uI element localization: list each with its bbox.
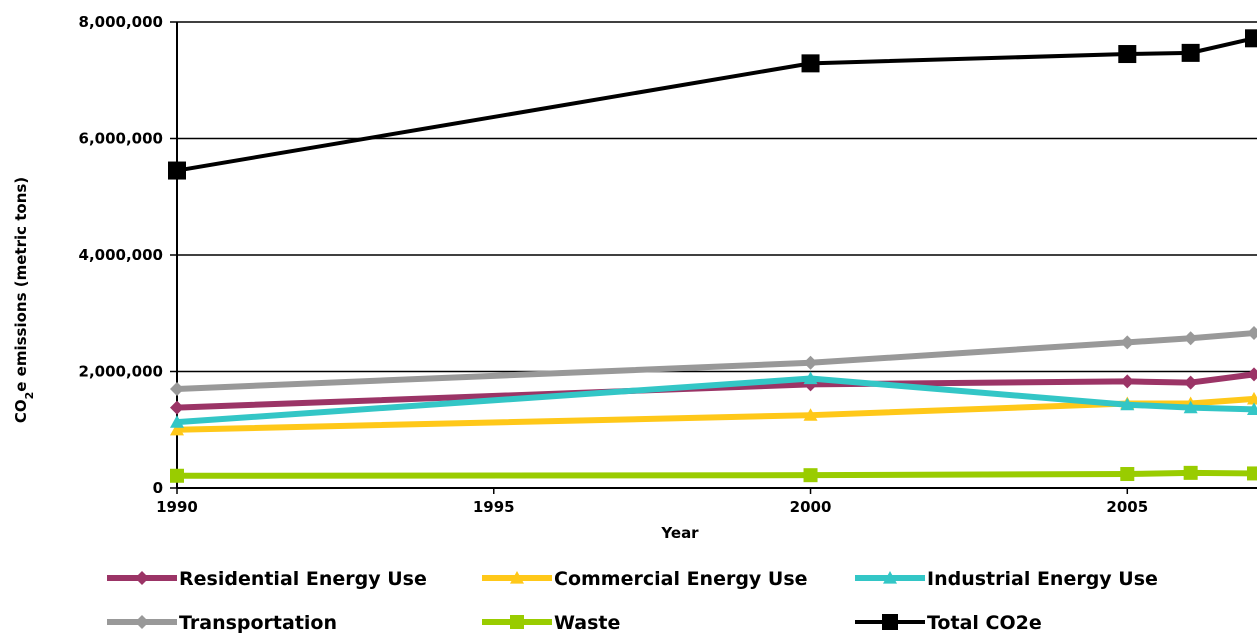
- data-point: [168, 161, 186, 180]
- legend-item: Transportation: [107, 612, 337, 634]
- x-tick-labels: 1990 1995 2000 2005: [156, 488, 1148, 516]
- x-axis-title: Year: [660, 524, 699, 542]
- y-tick-label: 4,000,000: [79, 246, 163, 264]
- legend-item: Residential Energy Use: [107, 568, 427, 590]
- series-line: [176, 36, 1255, 173]
- data-point: [1247, 466, 1257, 481]
- x-tick-label: 1995: [473, 498, 515, 516]
- legend-label: Transportation: [179, 612, 337, 634]
- legend-label: Industrial Energy Use: [927, 568, 1158, 590]
- data-point: [801, 54, 820, 73]
- data-point: [1245, 29, 1257, 48]
- legend-item: Commercial Energy Use: [482, 568, 808, 590]
- y-tick-label: 8,000,000: [79, 13, 163, 31]
- y-axis-title-pre: CO: [12, 399, 30, 423]
- series-total-co2e: [168, 29, 1257, 180]
- series-waste: [170, 465, 1257, 483]
- y-tick-labels: 0 2,000,000 4,000,000 6,000,000 8,000,000: [79, 13, 163, 497]
- data-point: [170, 415, 184, 428]
- legend-item: Waste: [482, 612, 620, 634]
- legend-swatch-marker: [883, 571, 897, 584]
- data-point: [1247, 391, 1257, 405]
- legend-swatch-marker: [135, 615, 149, 629]
- data-point: [1120, 397, 1135, 411]
- data-point: [170, 468, 184, 483]
- legend-item: Industrial Energy Use: [855, 568, 1158, 590]
- legend-swatch-marker: [510, 615, 524, 629]
- data-point: [803, 355, 818, 370]
- x-tick-label: 2005: [1106, 498, 1148, 516]
- data-point: [1118, 45, 1137, 64]
- x-tick-label: 1990: [156, 498, 198, 516]
- legend-swatch-marker: [135, 571, 149, 585]
- series-industrial-energy-use: [170, 371, 1257, 428]
- data-point: [1183, 331, 1198, 346]
- data-point: [1181, 43, 1200, 62]
- data-point: [1247, 402, 1257, 415]
- data-point: [170, 400, 184, 415]
- y-axis-title-sub: 2: [23, 392, 36, 400]
- data-point: [1247, 367, 1257, 382]
- legend-label: Commercial Energy Use: [554, 568, 808, 590]
- legend: Residential Energy Use Commercial Energy …: [107, 568, 1158, 634]
- data-point: [1120, 374, 1135, 389]
- x-tick-label: 2000: [790, 498, 832, 516]
- legend-swatch-marker: [882, 614, 898, 630]
- y-tick-label: 2,000,000: [79, 363, 163, 381]
- legend-label: Residential Energy Use: [179, 568, 427, 590]
- series-line: [176, 469, 1255, 479]
- data-point: [1120, 335, 1135, 350]
- legend-label: Total CO2e: [927, 612, 1042, 634]
- y-tick-label: 0: [153, 479, 163, 497]
- data-point: [803, 468, 818, 483]
- data-point: [1183, 400, 1198, 414]
- legend-swatch-marker: [510, 571, 524, 584]
- y-axis-title-post: e emissions (metric tons): [12, 177, 30, 392]
- legend-item: Total CO2e: [855, 612, 1042, 634]
- y-tick-label: 6,000,000: [79, 130, 163, 148]
- data-point: [803, 408, 818, 421]
- legend-label: Waste: [554, 612, 620, 634]
- data-point: [170, 422, 184, 436]
- data-point: [1247, 326, 1257, 341]
- y-axis-title: CO2e emissions (metric tons): [12, 177, 36, 423]
- data-point: [1183, 375, 1198, 390]
- series-transportation: [170, 326, 1257, 396]
- data-point: [1183, 465, 1198, 480]
- data-point: [803, 371, 818, 385]
- data-point: [1120, 467, 1135, 482]
- data-point: [170, 381, 184, 396]
- series-lines: [168, 29, 1257, 483]
